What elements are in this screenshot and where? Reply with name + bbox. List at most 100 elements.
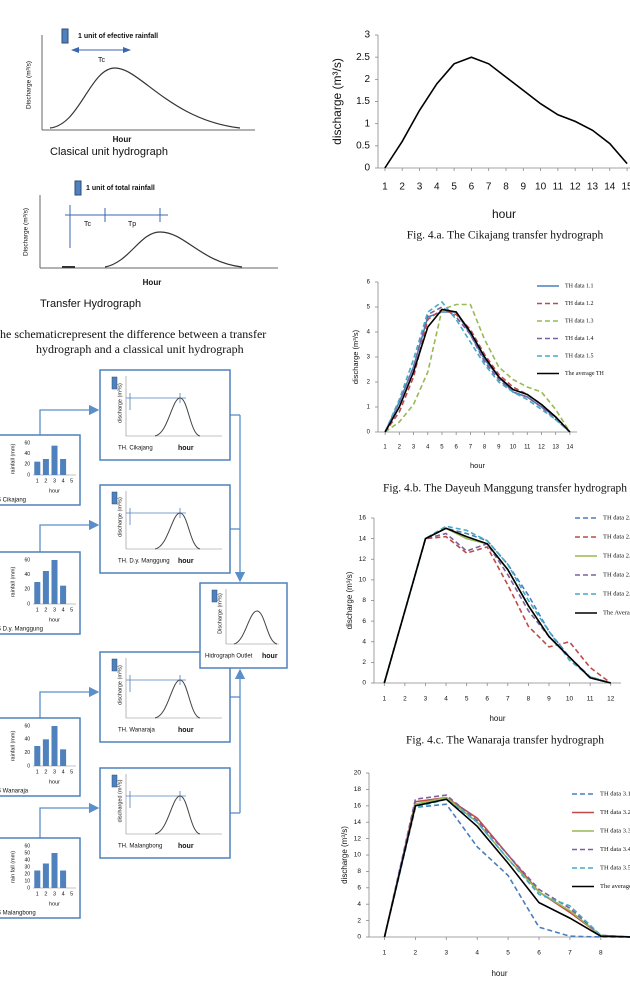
y-label: discharge (m³/s) xyxy=(117,383,123,423)
y-tick-label: 2 xyxy=(364,74,370,85)
y-tick-label: 3 xyxy=(364,30,370,41)
series-line xyxy=(383,803,630,938)
y-tick-label: 40 xyxy=(24,572,30,578)
y-label: rain fall (mm) xyxy=(10,851,16,883)
y-tick-label: 20 xyxy=(24,587,30,593)
x-tick-label: 12 xyxy=(538,445,545,451)
figure-caption: he schematicrepresent the difference bet… xyxy=(0,327,266,341)
x-tick-label: 1 xyxy=(36,891,39,897)
x-tick-label: 1 xyxy=(382,696,386,703)
series-line xyxy=(384,308,571,433)
x-tick-label: 4 xyxy=(426,445,430,451)
x-tick-label: 4 xyxy=(434,182,440,193)
legend-label: The average TH xyxy=(565,371,605,377)
y-tick-label: 16 xyxy=(359,515,367,522)
x-tick-label: 13 xyxy=(587,182,599,193)
x-tick-label: 4 xyxy=(62,769,65,775)
x-tick-label: 9 xyxy=(497,445,501,451)
x-label: hour xyxy=(489,714,505,723)
x-label: hour xyxy=(49,617,60,623)
legend-label: The Average TH xyxy=(603,609,630,616)
y-tick-label: 6 xyxy=(362,618,366,625)
station-label: S Cikajang xyxy=(0,498,26,504)
bar xyxy=(60,870,67,888)
y-tick-label: 1 xyxy=(364,118,370,129)
x-label: hour xyxy=(178,558,194,565)
bar xyxy=(42,571,49,604)
y-tick-label: 6 xyxy=(357,885,361,892)
y-tick-label: 2 xyxy=(357,917,361,924)
x-label: hour xyxy=(491,969,507,978)
series-line xyxy=(384,308,571,433)
tc-label: Tc xyxy=(84,221,92,228)
x-tick-label: 5 xyxy=(70,478,73,484)
series-line xyxy=(383,796,630,938)
y-tick-label: 0 xyxy=(27,472,30,478)
caption: Transfer Hydrograph xyxy=(40,298,141,310)
x-tick-label: 1 xyxy=(383,950,387,957)
y-tick-label: 1 xyxy=(367,405,371,411)
legend-label: TH data 3.1 xyxy=(600,790,630,797)
hydrograph-label: TH. Wanaraja xyxy=(118,728,155,734)
x-tick-label: 5 xyxy=(451,182,457,193)
legend-label: TH data 1.2 xyxy=(565,301,594,307)
legend-label: TH data 3.4 xyxy=(600,846,630,853)
x-tick-label: 5 xyxy=(70,607,73,613)
x-tick-label: 10 xyxy=(510,445,517,451)
x-label: hour xyxy=(262,653,278,660)
x-tick-label: 7 xyxy=(469,445,473,451)
legend-label: TH data 3.5 xyxy=(600,864,630,871)
y-tick-label: 12 xyxy=(354,835,362,842)
y-label: discharge (m³/s) xyxy=(330,58,344,145)
y-label: rainfall (mm) xyxy=(10,567,16,598)
arrow xyxy=(39,404,100,435)
rainfall-icon xyxy=(111,376,118,390)
connectors xyxy=(39,404,246,838)
series-line xyxy=(383,796,630,938)
arrow xyxy=(39,519,100,552)
bar xyxy=(60,749,67,766)
x-tick-label: 15 xyxy=(621,182,630,193)
x-tick-label: 14 xyxy=(567,445,574,451)
hydrograph-box xyxy=(99,369,231,461)
bar xyxy=(60,585,67,604)
y-tick-label: 40 xyxy=(24,737,30,743)
x-tick-label: 2 xyxy=(399,182,405,193)
x-tick-label: 3 xyxy=(53,891,56,897)
y-label: Discharge (m³/s) xyxy=(23,208,30,256)
x-tick-label: 6 xyxy=(469,182,475,193)
y-tick-label: 1.5 xyxy=(356,96,370,107)
y-tick-label: 4 xyxy=(367,330,371,336)
x-tick-label: 8 xyxy=(483,445,487,451)
legend-label: TH data 2.5 xyxy=(603,590,630,597)
bar xyxy=(34,870,41,888)
figure-caption: hydrograph and a classical unit hydrogra… xyxy=(36,342,244,356)
x-tick-label: 4 xyxy=(62,478,65,484)
x-label: Hour xyxy=(113,135,132,144)
series-line xyxy=(384,303,571,433)
y-tick-label: 0 xyxy=(362,680,366,687)
arrow xyxy=(39,802,100,838)
x-tick-label: 2 xyxy=(44,769,47,775)
x-label: hour xyxy=(49,901,60,907)
bar xyxy=(51,560,58,604)
x-tick-label: 8 xyxy=(599,950,603,957)
rainfall-icon xyxy=(111,491,118,505)
legend-label: TH data 1.4 xyxy=(565,336,594,342)
y-label: rainfall (mm) xyxy=(10,731,16,762)
x-tick-label: 14 xyxy=(604,182,616,193)
series-line xyxy=(384,300,571,433)
y-tick-label: 8 xyxy=(362,597,366,604)
series-line xyxy=(384,56,628,169)
x-tick-label: 3 xyxy=(53,769,56,775)
x-tick-label: 12 xyxy=(607,696,615,703)
y-tick-label: 0 xyxy=(357,934,361,941)
station-label: S Wanaraja xyxy=(0,789,29,795)
x-tick-label: 6 xyxy=(485,696,489,703)
hydrograph-box xyxy=(99,484,231,574)
x-tick-label: 5 xyxy=(70,891,73,897)
bar xyxy=(42,459,49,475)
rainfall-icon xyxy=(111,774,118,788)
y-tick-label: 10 xyxy=(354,852,362,859)
